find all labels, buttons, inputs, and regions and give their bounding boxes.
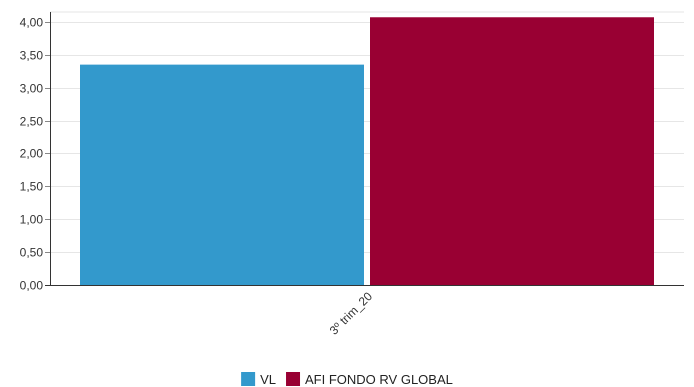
- y-tick-label: 3,50: [20, 49, 44, 63]
- legend: VL AFI FONDO RV GLOBAL: [241, 372, 453, 387]
- legend-label-vl: VL: [260, 372, 276, 387]
- y-tick-label: 1,50: [20, 180, 44, 194]
- y-tick-label: 3,00: [20, 82, 44, 96]
- y-tick-label: 1,00: [20, 213, 44, 227]
- bar-afi-fondo-rv-global: [370, 17, 654, 285]
- axes: [45, 12, 684, 286]
- y-tick-label: 0,50: [20, 246, 44, 260]
- x-tick-label: 3º trim_20: [327, 289, 376, 338]
- y-tick-label: 2,00: [20, 147, 44, 161]
- legend-label-afi-fondo-rv-global: AFI FONDO RV GLOBAL: [305, 372, 453, 387]
- y-tick-label: 4,00: [20, 16, 44, 30]
- legend-swatch-vl: [241, 372, 256, 386]
- bars: [80, 17, 654, 286]
- y-axis-tick-labels: 0,00 0,50 1,00 1,50 2,00 2,50 3,00 3,50 4,00: [20, 16, 44, 293]
- legend-swatch-afi-fondo-rv-global: [286, 372, 301, 386]
- y-tick-label: 0,00: [20, 279, 44, 293]
- x-axis-tick-labels: 3º trim_20: [327, 289, 376, 338]
- bar-vl: [80, 64, 364, 286]
- y-tick-label: 2,50: [20, 115, 44, 129]
